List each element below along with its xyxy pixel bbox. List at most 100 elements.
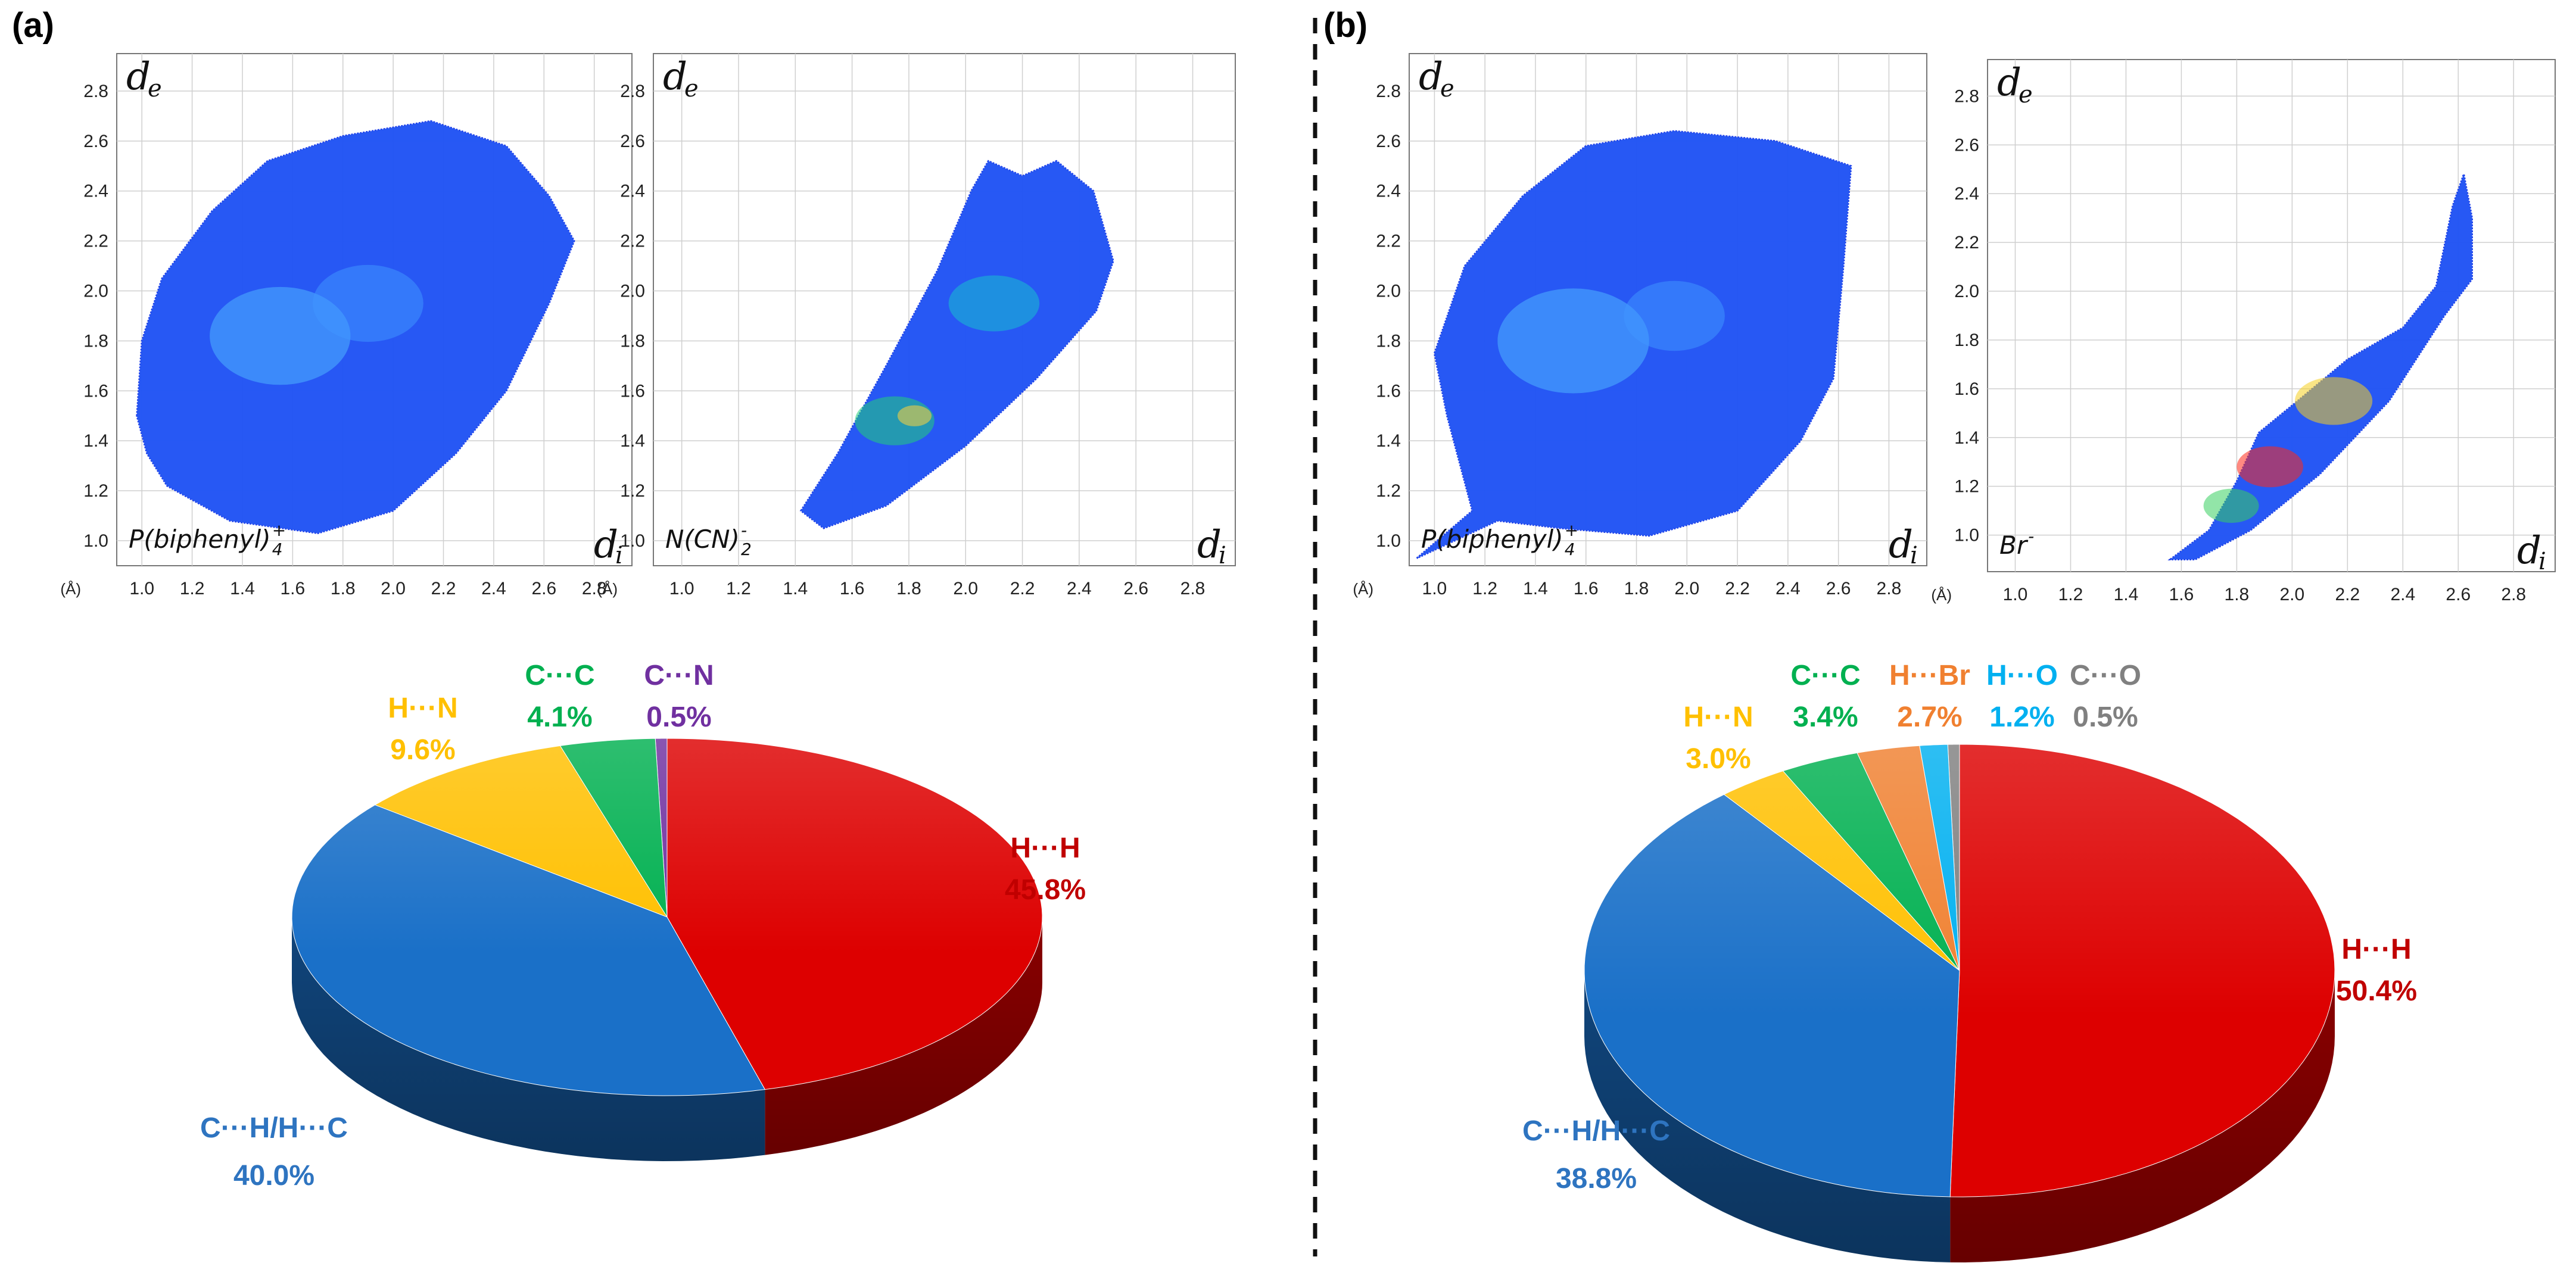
x-tick-label: 1.6	[2169, 585, 2194, 604]
y-tick-label: 1.8	[620, 331, 645, 351]
y-tick-label: 2.8	[620, 82, 645, 101]
x-tick-label: 1.8	[331, 579, 356, 598]
axis-unit-label: (Å)	[1353, 580, 1373, 598]
x-tick-label: 2.6	[1826, 579, 1851, 598]
x-tick-label: 1.4	[2114, 585, 2139, 604]
y-axis-label: d	[1419, 55, 1443, 99]
x-tick-label: 1.0	[129, 579, 154, 598]
pie-slice-side-shade	[765, 917, 1042, 1155]
x-tick-label: 2.0	[2280, 585, 2305, 604]
y-tick-label: 1.2	[620, 481, 645, 501]
species-charge: +	[1565, 520, 1578, 540]
species-label: N(CN)	[665, 525, 740, 554]
species-subscript: 4	[1565, 539, 1575, 559]
x-axis-label: d	[1197, 523, 1222, 567]
x-tick-label: 1.6	[281, 579, 306, 598]
x-tick-label: 1.2	[180, 579, 205, 598]
y-tick-label: 2.2	[1376, 232, 1401, 251]
fingerprint-density-spot	[1497, 288, 1649, 394]
pie-chart-a: H···H 45.8% C···H/H···C 40.0% H···N 9.6% C···C…	[200, 660, 1086, 1192]
y-tick-label: 2.2	[1954, 233, 1979, 252]
x-axis-label: d	[594, 523, 618, 567]
x-axis-label: d	[1889, 523, 1913, 567]
x-tick-label: 2.6	[1123, 579, 1148, 598]
x-tick-label: 2.4	[481, 579, 506, 598]
x-axis-label-sub: i	[2538, 548, 2546, 575]
y-tick-label: 2.4	[620, 182, 645, 201]
x-tick-label: 2.4	[2390, 585, 2415, 604]
y-tick-label: 2.6	[1376, 132, 1401, 151]
y-tick-label: 2.4	[1954, 184, 1979, 204]
pie-highlight	[292, 738, 1042, 1096]
y-tick-label: 1.8	[1954, 330, 1979, 350]
y-tick-label: 2.6	[1954, 135, 1979, 155]
y-tick-label: 1.0	[1954, 526, 1979, 545]
pie-slice-value: 1.2%	[1989, 701, 2054, 733]
pie-slice-side-shade	[1584, 971, 1951, 1262]
y-tick-label: 1.6	[83, 381, 108, 401]
y-tick-label: 1.4	[83, 431, 108, 451]
pie-chart-b: H···H 50.4% C···H/H···C 38.8% H···N 3.0% C···C…	[1522, 660, 2417, 1262]
y-tick-label: 1.6	[1954, 379, 1979, 399]
fingerprint-plot-anion-a: 1.0 1.2 1.4 1.6 1.8 2.0 2.2 2.4 2.6 2.8 1.0 1.2 1.4 1…	[597, 53, 1236, 598]
x-tick-label: 1.8	[2225, 585, 2250, 604]
y-axis-label-sub: e	[2019, 81, 2033, 108]
y-tick-label: 1.4	[620, 431, 645, 451]
y-tick-label: 2.8	[1376, 82, 1401, 101]
y-tick-label: 2.2	[83, 232, 108, 251]
fingerprint-plot-anion-b: 1.0 1.2 1.4 1.6 1.8 2.0 2.2 2.4 2.6 2.8 1.0 1.2 1.4 1…	[1931, 59, 2556, 604]
species-subscript: 2	[741, 539, 752, 559]
y-tick-label: 2.6	[620, 132, 645, 151]
x-tick-label: 1.4	[1523, 579, 1548, 598]
x-tick-label: 2.6	[2446, 585, 2471, 604]
y-tick-label: 2.4	[1376, 182, 1401, 201]
species-charge: +	[272, 520, 286, 540]
pie-slice-label: H···O	[1986, 660, 2058, 691]
fingerprint-plot-cation-b: 1.0 1.2 1.4 1.6 1.8 2.0 2.2 2.4 2.6 2.8 1.0 1.2 1.4 1…	[1353, 53, 1927, 598]
fingerprint-density-spot	[2237, 446, 2303, 488]
pie-slice-label: H···N	[1683, 701, 1753, 733]
x-tick-label: 2.0	[1674, 579, 1699, 598]
y-tick-label: 1.0	[83, 531, 108, 551]
y-tick-label: 1.2	[1954, 477, 1979, 497]
y-axis-label: d	[126, 55, 151, 99]
pie-slice-label: C···C	[525, 660, 594, 691]
fingerprint-density-spot	[2203, 488, 2259, 523]
pie-slice-value: 9.6%	[390, 734, 455, 766]
panel-label-a: (a)	[12, 6, 54, 45]
pie-slice-value: 38.8%	[1556, 1163, 1637, 1195]
x-tick-label: 1.2	[1472, 579, 1497, 598]
y-tick-label: 2.0	[83, 282, 108, 301]
x-tick-label: 1.0	[1422, 579, 1447, 598]
x-tick-label: 1.4	[230, 579, 255, 598]
x-tick-label: 1.0	[669, 579, 694, 598]
y-tick-label: 2.6	[83, 132, 108, 151]
fingerprint-density-spot	[948, 275, 1040, 332]
y-axis-label: d	[663, 55, 687, 99]
x-tick-label: 2.8	[1877, 579, 1902, 598]
y-axis-label-sub: e	[1440, 75, 1454, 102]
pie-slice-label: C···O	[2070, 660, 2141, 691]
y-tick-label: 2.8	[83, 82, 108, 101]
fingerprint-density-spot	[2295, 377, 2373, 425]
y-tick-label: 1.2	[1376, 481, 1401, 501]
y-tick-label: 2.0	[1376, 282, 1401, 301]
fingerprint-density-spot	[897, 405, 932, 426]
species-label: P(biphenyl)	[1421, 525, 1563, 554]
pie-slice-label: H···H	[1010, 832, 1080, 864]
pie-slice-value: 40.0%	[233, 1160, 314, 1192]
x-axis-label-sub: i	[615, 542, 623, 569]
y-tick-label: 1.4	[1376, 431, 1401, 451]
pie-slice-label: H···N	[388, 693, 457, 724]
y-tick-label: 1.8	[1376, 331, 1401, 351]
pie-slice-label: H···H	[2341, 934, 2411, 965]
pie-slice-label: C···H/H···C	[200, 1112, 348, 1144]
pie-slice-label: C···H/H···C	[1522, 1115, 1670, 1147]
x-axis-label-sub: i	[1910, 542, 1918, 569]
y-tick-label: 1.6	[620, 381, 645, 401]
x-tick-label: 2.4	[1067, 579, 1092, 598]
x-tick-label: 2.4	[1776, 579, 1801, 598]
y-tick-label: 1.0	[620, 531, 645, 551]
pie-slice-side-shade	[1950, 971, 2335, 1262]
